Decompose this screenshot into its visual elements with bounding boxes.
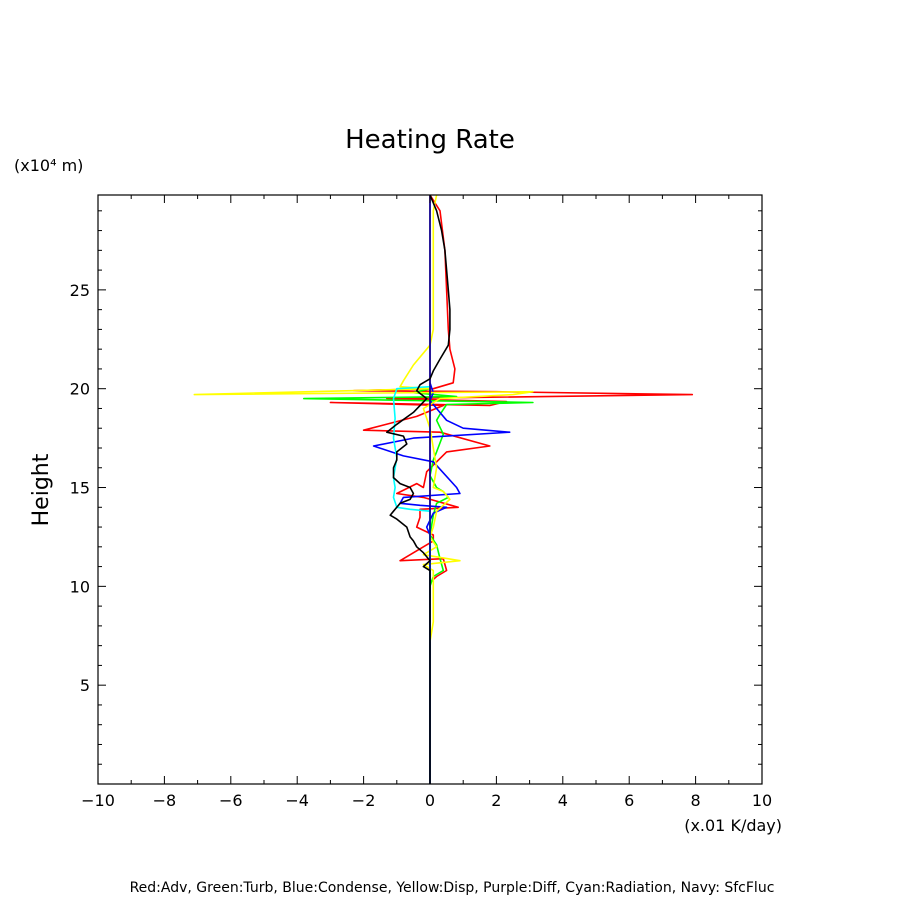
x-tick-label: 2 (491, 791, 501, 810)
x-tick-label: −6 (219, 791, 243, 810)
x-tick-label: 8 (691, 791, 701, 810)
y-tick-label: 10 (70, 577, 90, 596)
x-tick-label: −2 (352, 791, 376, 810)
x-tick-label: 10 (752, 791, 772, 810)
y-axis-unit: (x10⁴ m) (14, 156, 83, 175)
x-tick-label: 6 (624, 791, 634, 810)
series-line-turb (303, 387, 534, 587)
series-layer (193, 194, 694, 784)
x-tick-label: 0 (425, 791, 435, 810)
x-axis-label: (x.01 K/day) (684, 816, 782, 835)
chart-title: Heating Rate (345, 125, 515, 155)
x-tick-label: −10 (81, 791, 115, 810)
y-tick-label: 25 (70, 281, 90, 300)
y-tick-label: 15 (70, 479, 90, 498)
y-tick-label: 5 (80, 676, 90, 695)
series-line-total (386, 194, 451, 784)
y-tick-label: 20 (70, 380, 90, 399)
x-tick-label: 4 (558, 791, 568, 810)
series-line-adv (329, 194, 694, 784)
x-tick-label: −4 (285, 791, 309, 810)
axes-layer: −10 −8 −6 −4 −2 0 2 4 6 8 10 5 10 15 20 25 (70, 194, 772, 810)
series-line-radiation (392, 385, 431, 784)
legend-caption: Red:Adv, Green:Turb, Blue:Condense, Yell… (130, 880, 775, 896)
series-line-condense (372, 382, 511, 784)
series-line-disp (193, 194, 534, 642)
x-tick-label: −8 (153, 791, 177, 810)
y-axis-label: Height (29, 453, 54, 526)
